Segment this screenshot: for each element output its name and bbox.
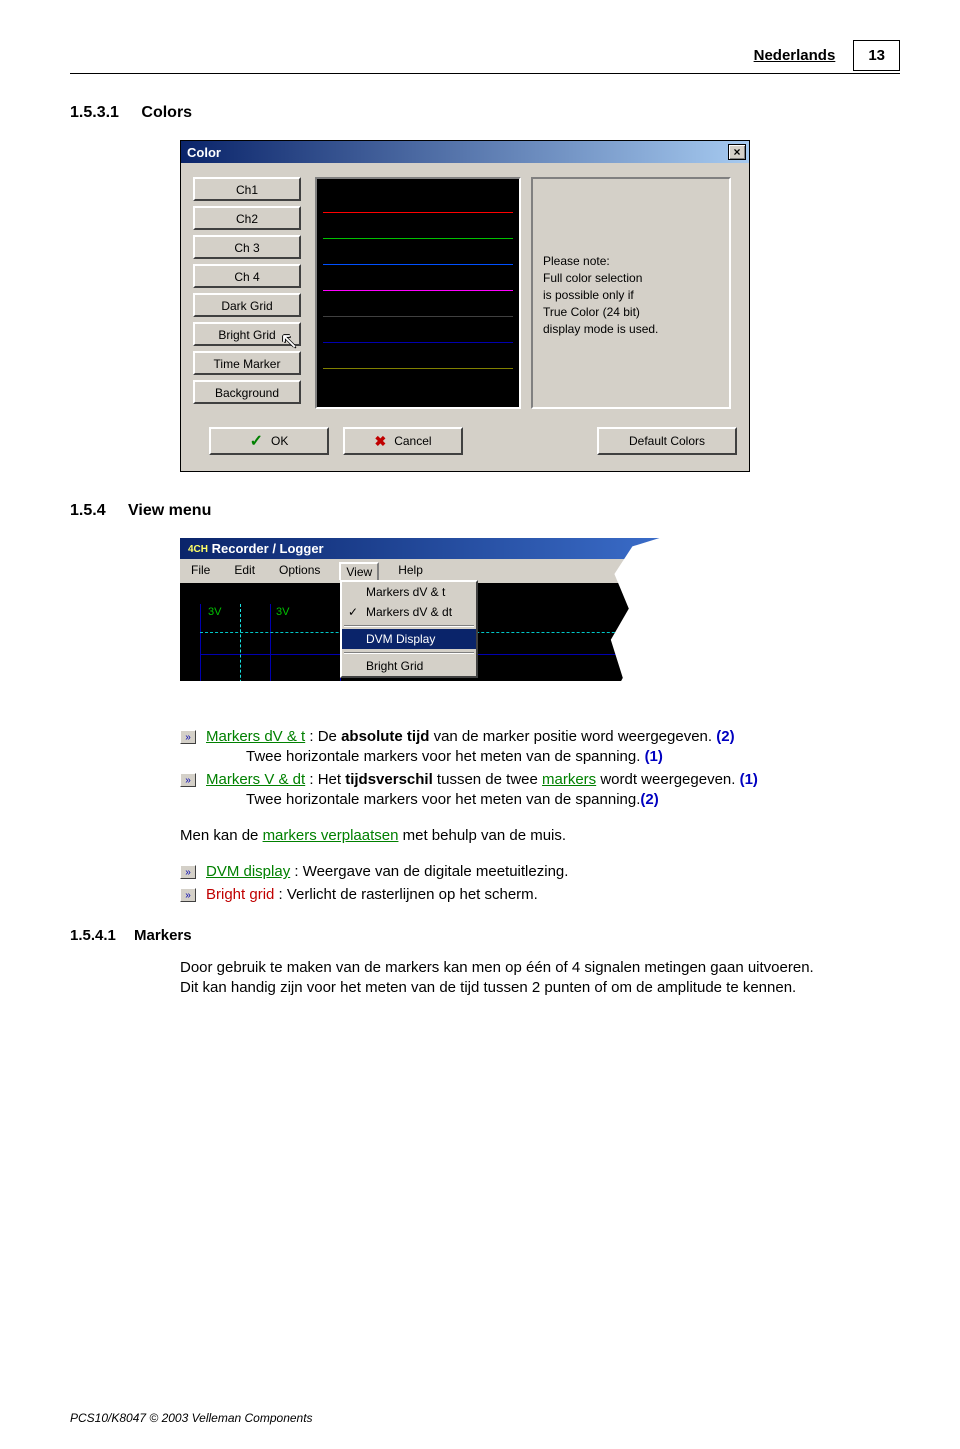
cancel-label: Cancel — [394, 434, 431, 448]
color-preview-line — [323, 243, 513, 265]
label-bright-grid: Bright grid — [206, 886, 274, 903]
ok-label: OK — [271, 434, 288, 448]
color-preview-line — [323, 321, 513, 343]
footer-copyright: PCS10/K8047 © 2003 Velleman Components — [70, 1411, 313, 1425]
channel-button[interactable]: Ch 3 — [193, 235, 301, 259]
sec-label: View menu — [128, 502, 211, 519]
view-menu-screenshot: 4CH Recorder / Logger File Edit Options Vie… — [180, 538, 660, 703]
section-colors-title: 1.5.3.1 Colors — [70, 104, 900, 122]
color-dialog: Color × Ch1 Ch2 Ch 3 Ch 4 Dark Grid Bright Gr… — [180, 140, 750, 472]
app-title: Recorder / Logger — [212, 541, 324, 556]
bullet-icon: » — [180, 865, 196, 879]
check-icon: ✓ — [348, 605, 358, 619]
channel-button[interactable]: Bright Grid — [193, 322, 301, 346]
lang-label: Nederlands — [754, 47, 836, 64]
channel-button-column: Ch1 Ch2 Ch 3 Ch 4 Dark Grid Bright Grid Time M… — [193, 177, 307, 409]
body-text: » Markers dV & t : De absolute tijd van … — [180, 727, 900, 905]
section-markers-title: 1.5.4.1 Markers — [70, 927, 900, 944]
markers-paragraph: Door gebruik te maken van de markers kan… — [180, 958, 900, 999]
sec-num: 1.5.3.1 — [70, 104, 119, 121]
note-panel: Please note:Full color selectionis possi… — [531, 177, 731, 409]
sec-num: 1.5.4 — [70, 502, 106, 519]
y-label: 3V — [276, 606, 289, 618]
view-dropdown: Markers dV & t✓Markers dV & dt DVM Displa… — [340, 580, 478, 678]
menu-help[interactable]: Help — [393, 562, 428, 580]
channel-button[interactable]: Ch2 — [193, 206, 301, 230]
cross-icon: ✖ — [374, 433, 386, 450]
menu-edit[interactable]: Edit — [229, 562, 260, 580]
link-dvm-display[interactable]: DVM display — [206, 863, 290, 880]
ok-button[interactable]: ✓ OK — [209, 427, 329, 455]
channel-button[interactable]: Ch1 — [193, 177, 301, 201]
page-number: 13 — [853, 40, 900, 71]
color-preview-line — [323, 295, 513, 317]
channel-button[interactable]: Ch 4 — [193, 264, 301, 288]
page-header: Nederlands 13 — [70, 40, 900, 74]
channel-button[interactable]: Background — [193, 380, 301, 404]
menu-file[interactable]: File — [186, 562, 215, 580]
link-move-markers[interactable]: markers verplaatsen — [263, 827, 399, 844]
section-view-title: 1.5.4 View menu — [70, 502, 900, 520]
y-label: 3V — [208, 606, 221, 618]
color-preview-panel — [315, 177, 521, 409]
menu-item[interactable]: Markers dV & t — [342, 582, 476, 602]
menu-view[interactable]: View — [339, 562, 379, 580]
bullet-icon: » — [180, 730, 196, 744]
defaults-label: Default Colors — [629, 434, 705, 448]
channel-button[interactable]: Time Marker — [193, 351, 301, 375]
bullet-icon: » — [180, 773, 196, 787]
recorder-titlebar: 4CH Recorder / Logger — [180, 538, 660, 559]
color-preview-line — [323, 373, 513, 395]
app-icon-text: 4CH — [188, 544, 208, 555]
dialog-title: Color — [187, 145, 221, 160]
link-markers-v-dt[interactable]: Markers V & dt — [206, 771, 305, 788]
menu-item[interactable]: Bright Grid — [342, 656, 476, 676]
default-colors-button[interactable]: Default Colors — [597, 427, 737, 455]
color-preview-line — [323, 217, 513, 239]
link-markers-dv-t[interactable]: Markers dV & t — [206, 728, 305, 745]
bullet-icon: » — [180, 888, 196, 902]
menu-item[interactable]: ✓Markers dV & dt — [342, 602, 476, 622]
check-icon: ✓ — [250, 431, 263, 451]
close-icon[interactable]: × — [728, 144, 746, 160]
menu-options[interactable]: Options — [274, 562, 325, 580]
cancel-button[interactable]: ✖ Cancel — [343, 427, 463, 455]
color-preview-line — [323, 191, 513, 213]
menu-item[interactable]: DVM Display — [342, 629, 476, 649]
color-preview-line — [323, 347, 513, 369]
color-preview-line — [323, 269, 513, 291]
sec-label: Colors — [141, 104, 192, 121]
channel-button[interactable]: Dark Grid — [193, 293, 301, 317]
dialog-titlebar: Color × — [181, 141, 749, 163]
